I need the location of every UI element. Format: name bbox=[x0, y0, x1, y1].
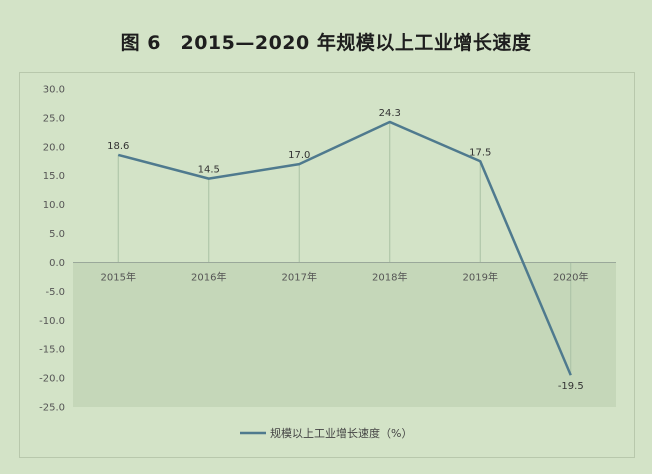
data-labels: 18.6 14.5 17.0 24.3 17.5 -19.5 bbox=[107, 108, 584, 392]
y-axis: 30.0 25.0 20.0 15.0 10.0 5.0 0.0 -5.0 -10.0 -15.0… bbox=[39, 85, 65, 414]
x-tick-label: 2015年 bbox=[101, 270, 136, 283]
y-tick-label: -5.0 bbox=[45, 287, 65, 298]
data-label: 18.6 bbox=[107, 141, 129, 152]
y-tick-label: -20.0 bbox=[39, 374, 65, 385]
legend: 规模以上工业增长速度（%） bbox=[240, 426, 412, 440]
x-tick-label: 2020年 bbox=[553, 270, 588, 283]
legend-label: 规模以上工业增长速度（%） bbox=[270, 426, 412, 440]
negative-region bbox=[73, 262, 616, 407]
y-tick-label: 25.0 bbox=[43, 113, 65, 124]
y-tick-label: 30.0 bbox=[43, 85, 65, 96]
line-chart: 30.0 25.0 20.0 15.0 10.0 5.0 0.0 -5.0 -10.0 -15.0… bbox=[39, 85, 616, 440]
chart-title: 图 6 2015—2020 年规模以上工业增长速度 bbox=[120, 32, 532, 54]
y-tick-label: 0.0 bbox=[49, 258, 65, 269]
y-tick-label: 15.0 bbox=[43, 171, 65, 182]
data-label: 17.5 bbox=[469, 147, 491, 158]
series-line bbox=[117, 120, 572, 376]
x-axis-labels: 2015年 2016年 2017年 2018年 2019年 2020年 bbox=[101, 270, 589, 283]
x-tick-label: 2016年 bbox=[191, 270, 226, 283]
data-label: 14.5 bbox=[198, 165, 220, 176]
chart-panel: 30.0 25.0 20.0 15.0 10.0 5.0 0.0 -5.0 -10.0 -15.0… bbox=[19, 72, 635, 458]
x-tick-label: 2018年 bbox=[372, 270, 407, 283]
data-label: 17.0 bbox=[288, 150, 310, 161]
data-label: -19.5 bbox=[558, 381, 584, 392]
y-tick-label: -25.0 bbox=[39, 403, 65, 414]
data-label: 24.3 bbox=[379, 108, 401, 119]
y-tick-label: 5.0 bbox=[49, 229, 65, 240]
y-tick-label: -15.0 bbox=[39, 345, 65, 356]
y-tick-label: 10.0 bbox=[43, 200, 65, 211]
x-tick-label: 2019年 bbox=[463, 270, 498, 283]
drop-lines bbox=[117, 121, 572, 376]
y-tick-label: -10.0 bbox=[39, 316, 65, 327]
y-tick-label: 20.0 bbox=[43, 142, 65, 153]
x-tick-label: 2017年 bbox=[282, 270, 317, 283]
